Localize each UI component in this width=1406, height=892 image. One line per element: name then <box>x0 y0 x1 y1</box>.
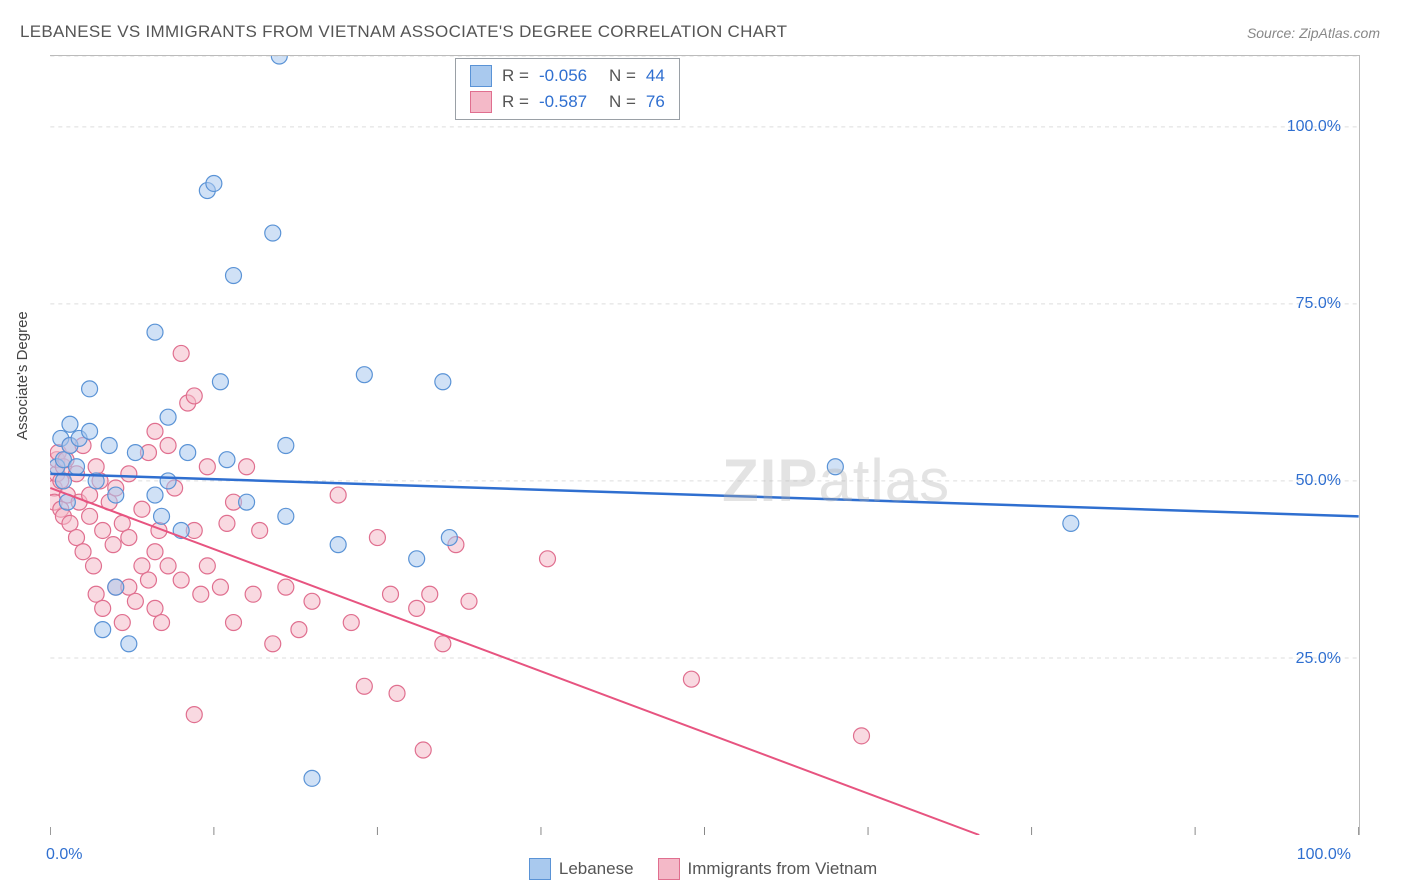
y-tick-label: 25.0% <box>1296 650 1341 668</box>
legend-label: Lebanese <box>559 859 634 879</box>
chart-plot-area: ZIPatlas 25.0%50.0%75.0%100.0%0.0%100.0% <box>50 55 1360 835</box>
scatter-plot-svg <box>50 56 1359 835</box>
statistics-legend: R = -0.056 N = 44 R = -0.587 N = 76 <box>455 58 680 120</box>
stat-r-value: -0.056 <box>539 66 599 86</box>
lebanese-swatch-icon <box>529 858 551 880</box>
vietnam-swatch-icon <box>470 91 492 113</box>
lebanese-swatch-icon <box>470 65 492 87</box>
legend-item: Immigrants from Vietnam <box>658 858 878 880</box>
stat-n-label: N = <box>609 92 636 112</box>
stat-r-label: R = <box>502 92 529 112</box>
series-legend: Lebanese Immigrants from Vietnam <box>0 858 1406 880</box>
stat-n-label: N = <box>609 66 636 86</box>
chart-title: LEBANESE VS IMMIGRANTS FROM VIETNAM ASSO… <box>20 22 787 42</box>
stat-legend-row: R = -0.587 N = 76 <box>456 89 679 115</box>
stat-r-label: R = <box>502 66 529 86</box>
legend-item: Lebanese <box>529 858 634 880</box>
source-attribution: Source: ZipAtlas.com <box>1247 25 1380 41</box>
stat-n-value: 76 <box>646 92 665 112</box>
y-tick-label: 75.0% <box>1296 295 1341 313</box>
vietnam-swatch-icon <box>658 858 680 880</box>
stat-n-value: 44 <box>646 66 665 86</box>
legend-label: Immigrants from Vietnam <box>688 859 878 879</box>
stat-legend-row: R = -0.056 N = 44 <box>456 63 679 89</box>
stat-r-value: -0.587 <box>539 92 599 112</box>
y-axis-label: Associate's Degree <box>14 311 31 440</box>
y-tick-label: 100.0% <box>1287 118 1341 136</box>
y-tick-label: 50.0% <box>1296 472 1341 490</box>
